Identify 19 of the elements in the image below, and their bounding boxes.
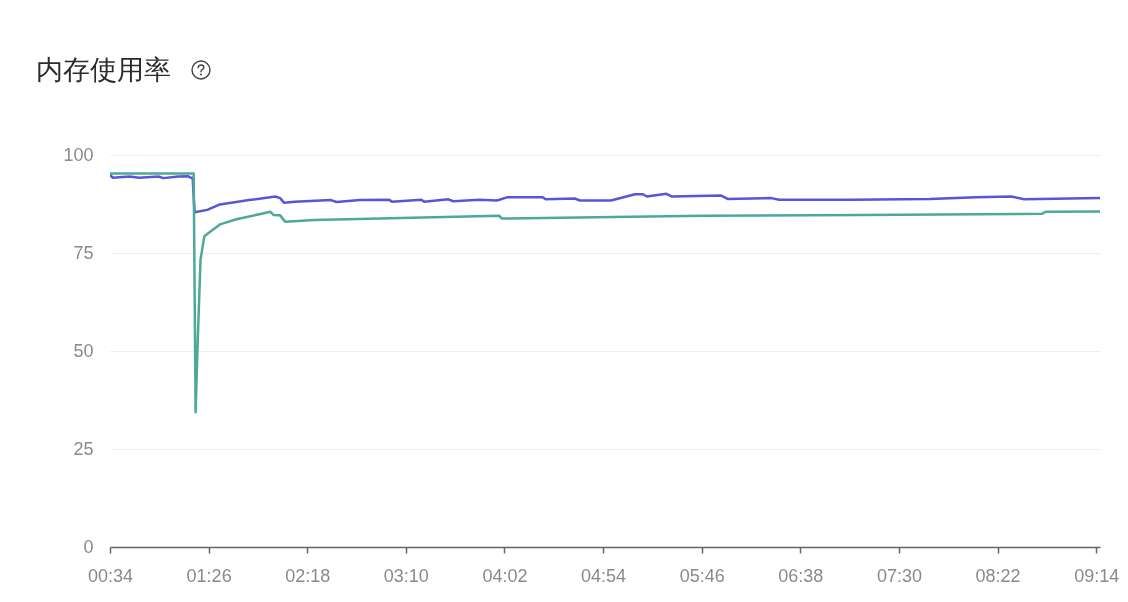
y-tick-label: 25 bbox=[73, 438, 94, 459]
x-tick-label: 05:46 bbox=[679, 565, 725, 586]
line-series bbox=[110, 173, 1100, 214]
x-tick-label: 01:26 bbox=[186, 565, 232, 586]
x-tick-label: 06:38 bbox=[778, 565, 824, 586]
x-tick-label: 04:02 bbox=[482, 565, 528, 586]
y-tick-label: 75 bbox=[73, 242, 94, 263]
x-tick-label: 07:30 bbox=[876, 565, 922, 586]
x-tick-label: 09:14 bbox=[1074, 565, 1120, 586]
y-tick-label: 0 bbox=[83, 536, 94, 557]
x-tick-label: 03:10 bbox=[383, 565, 429, 586]
x-tick-label: 00:34 bbox=[87, 565, 134, 586]
line-series bbox=[110, 172, 1100, 414]
x-tick-label: 08:22 bbox=[975, 565, 1021, 586]
x-tick-label: 04:54 bbox=[581, 565, 627, 586]
chart-title: 内存使用率 bbox=[36, 55, 171, 85]
y-tick-label: 50 bbox=[73, 340, 94, 361]
y-tick-label: 100 bbox=[63, 144, 94, 165]
x-tick-label: 02:18 bbox=[285, 565, 331, 586]
